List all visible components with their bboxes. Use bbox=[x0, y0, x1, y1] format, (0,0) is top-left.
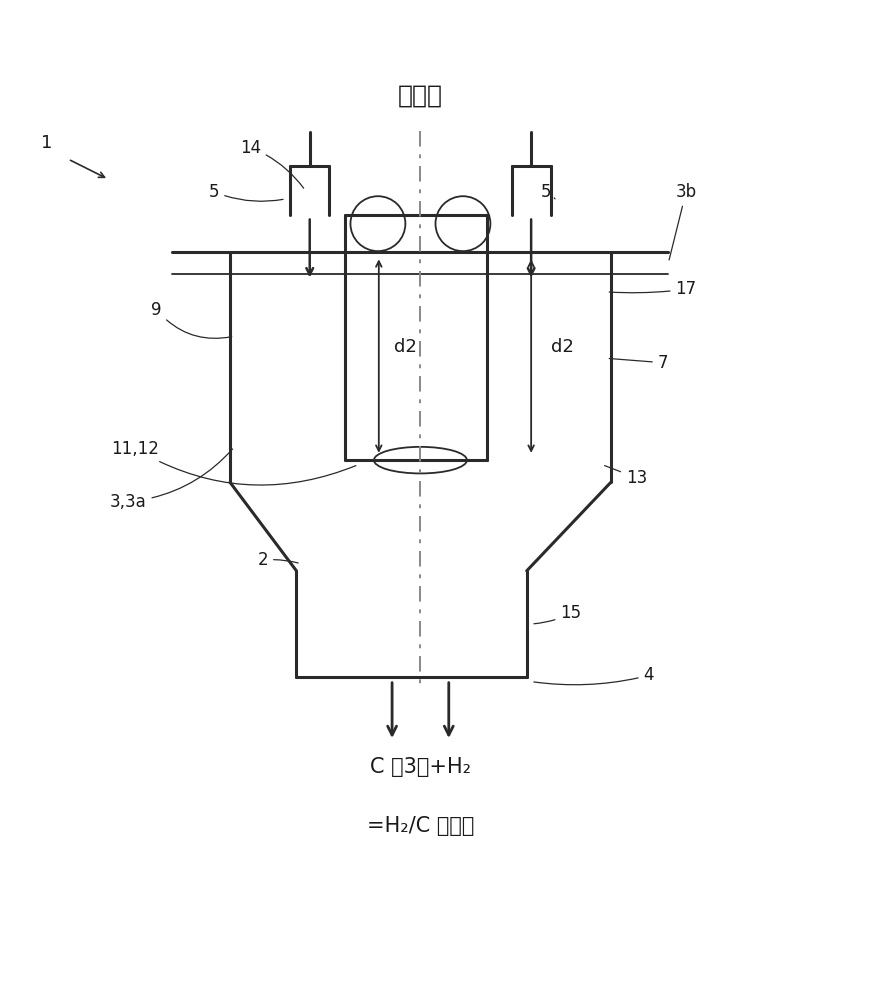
Text: 5: 5 bbox=[541, 183, 555, 201]
Text: 4: 4 bbox=[534, 666, 654, 685]
Text: 15: 15 bbox=[534, 604, 581, 624]
Text: 3b: 3b bbox=[669, 183, 696, 260]
Text: =H₂/C 气溶胶: =H₂/C 气溶胶 bbox=[367, 816, 474, 836]
Text: 9: 9 bbox=[151, 301, 232, 338]
Text: 7: 7 bbox=[609, 354, 669, 372]
Text: 13: 13 bbox=[604, 466, 647, 487]
Text: d2: d2 bbox=[551, 338, 574, 356]
Text: 11,12: 11,12 bbox=[112, 440, 356, 485]
Text: d2: d2 bbox=[394, 338, 417, 356]
Text: 1: 1 bbox=[41, 134, 53, 152]
Text: 烧流体: 烧流体 bbox=[398, 83, 443, 107]
Text: 17: 17 bbox=[609, 280, 696, 298]
Text: C 頖3粒+H₂: C 頖3粒+H₂ bbox=[370, 757, 471, 777]
Text: 2: 2 bbox=[257, 551, 299, 569]
Text: 3,3a: 3,3a bbox=[110, 449, 232, 511]
Text: 5: 5 bbox=[209, 183, 283, 201]
Text: 14: 14 bbox=[240, 139, 304, 188]
